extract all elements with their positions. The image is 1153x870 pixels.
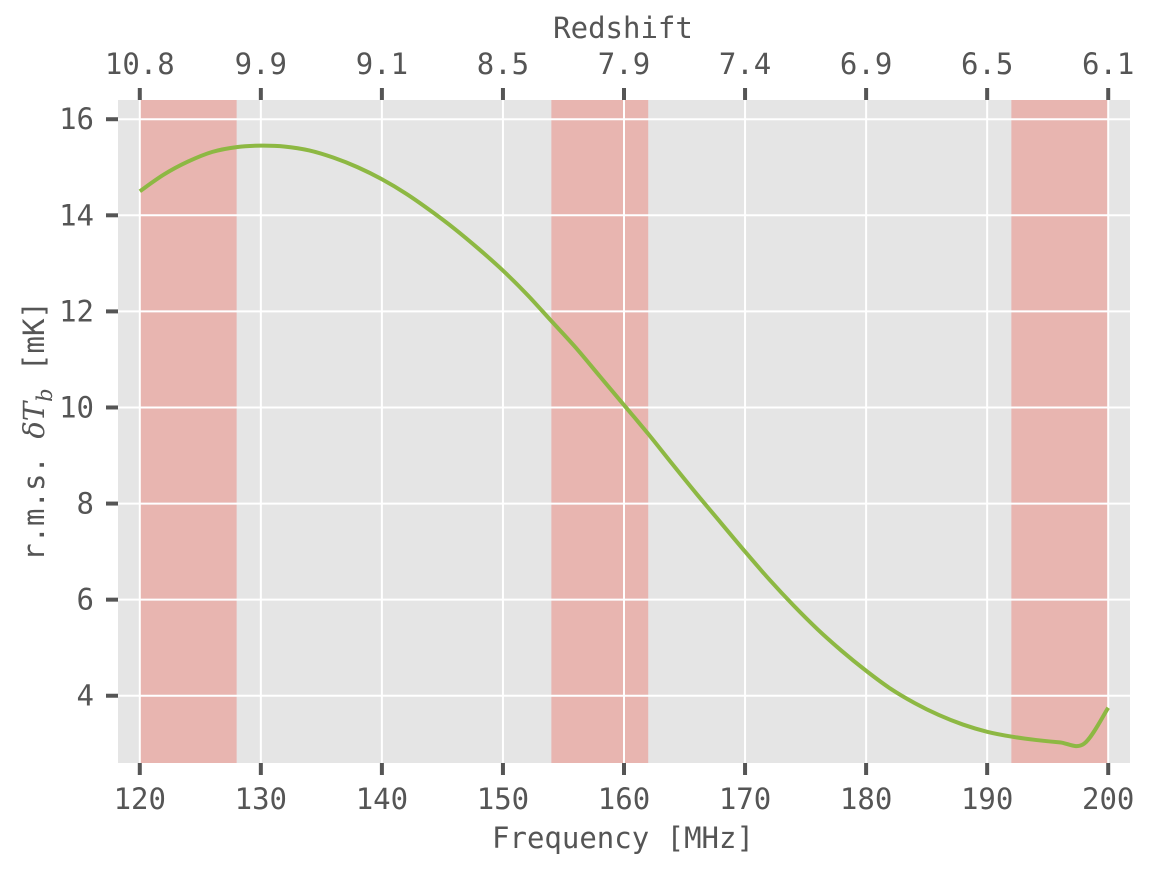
x-tick-label: 140 — [356, 782, 408, 816]
y-axis-title-text: r.m.s. — [17, 439, 51, 561]
x-tick-label: 200 — [1082, 782, 1134, 816]
axis-ticks: 120 130 140 150 160 170 180 190 200 10.8 9.9 9.1 8.5… — [59, 47, 1134, 816]
shaded-band — [551, 100, 649, 763]
y-tick-label: 14 — [59, 198, 94, 232]
y-axis-title-math: δT — [17, 399, 51, 438]
top-tick-label: 6.9 — [840, 47, 892, 81]
top-tick-label: 6.1 — [1082, 47, 1134, 81]
x-tick-label: 160 — [598, 782, 650, 816]
top-tick-label: 9.9 — [235, 47, 287, 81]
y-tick-label: 8 — [77, 487, 94, 521]
x-tick-label: 180 — [840, 782, 892, 816]
y-tick-label: 6 — [77, 583, 94, 617]
top-axis-title: Redshift — [553, 11, 693, 45]
top-tick-label: 6.5 — [961, 47, 1013, 81]
y-tick-label: 12 — [59, 294, 94, 328]
y-tick-label: 16 — [59, 102, 94, 136]
top-tick-label: 8.5 — [477, 47, 529, 81]
top-tick-label: 10.8 — [105, 47, 175, 81]
x-tick-label: 150 — [477, 782, 529, 816]
x-tick-label: 120 — [114, 782, 166, 816]
x-tick-label: 130 — [235, 782, 287, 816]
y-axis-title-unit: [mK] — [17, 301, 51, 388]
shaded-band — [1011, 100, 1109, 763]
shaded-bands — [139, 100, 1109, 763]
x-tick-label: 190 — [961, 782, 1013, 816]
data-line — [138, 143, 1110, 749]
y-axis-title: r.m.s. δTb [mK] — [17, 301, 57, 561]
y-axis-title-subscript: b — [33, 388, 57, 401]
top-tick-label: 9.1 — [356, 47, 408, 81]
top-tick-label: 7.9 — [598, 47, 650, 81]
y-tick-label: 10 — [59, 390, 94, 424]
y-tick-label: 4 — [77, 679, 94, 713]
x-axis-title: Frequency [MHz] — [492, 821, 754, 855]
shaded-band — [139, 100, 237, 763]
top-tick-label: 7.4 — [719, 47, 771, 81]
x-tick-label: 170 — [719, 782, 771, 816]
